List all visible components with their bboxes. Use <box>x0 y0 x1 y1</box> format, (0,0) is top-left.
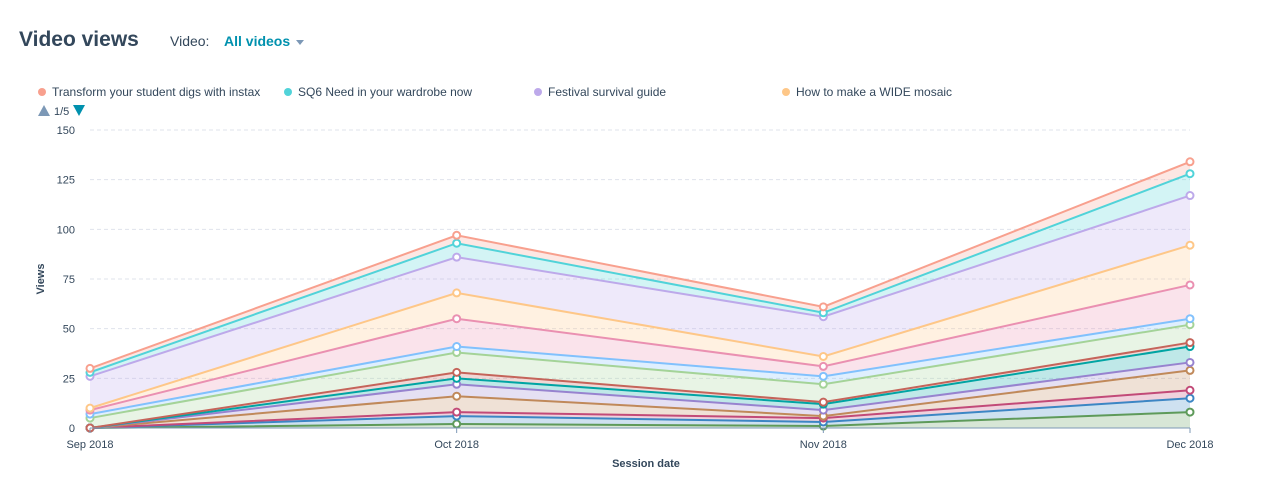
line-series-12 <box>89 389 1191 429</box>
data-point <box>452 252 462 262</box>
line-series-6 <box>89 317 1191 416</box>
data-point <box>818 302 828 312</box>
data-point <box>1185 338 1195 348</box>
legend-dot-icon <box>534 88 542 96</box>
line-series-8 <box>89 341 1191 429</box>
chart-legend: Transform your student digs with instax … <box>38 85 1238 101</box>
video-filter-value: All videos <box>224 33 291 49</box>
y-tick-label: 25 <box>63 373 75 385</box>
legend-label: How to make a WIDE mosaic <box>796 85 953 99</box>
y-tick-label: 150 <box>57 125 75 137</box>
area-series-9 <box>90 346 1190 428</box>
data-point <box>452 238 462 248</box>
data-point <box>818 361 828 371</box>
legend-label: Transform your student digs with instax <box>52 85 261 99</box>
data-point <box>1185 407 1195 417</box>
area-series-14 <box>90 412 1190 428</box>
data-point <box>1185 393 1195 403</box>
data-point <box>1185 357 1195 367</box>
x-tick-label: Dec 2018 <box>1166 439 1213 451</box>
line-series-3 <box>89 194 1191 378</box>
line-series-9 <box>89 345 1191 429</box>
y-tick-label: 125 <box>57 175 75 187</box>
line-series-10 <box>89 361 1191 429</box>
x-tick-label: Oct 2018 <box>434 439 479 451</box>
data-point <box>1185 169 1195 179</box>
area-series-11 <box>90 370 1190 428</box>
data-point <box>452 391 462 401</box>
line-series-7 <box>89 323 1191 420</box>
y-tick-label: 75 <box>63 274 75 286</box>
data-point <box>452 230 462 240</box>
line-series-14 <box>89 411 1191 429</box>
data-point <box>818 397 828 407</box>
data-point <box>1185 280 1195 290</box>
data-point <box>818 371 828 381</box>
caret-down-icon <box>296 39 305 45</box>
line-series-5 <box>89 283 1191 412</box>
data-point <box>85 363 95 373</box>
line-series-11 <box>89 369 1191 429</box>
data-point <box>452 342 462 352</box>
line-series-2 <box>89 172 1191 374</box>
x-tick-label: Nov 2018 <box>800 439 847 451</box>
x-tick-label: Sep 2018 <box>66 439 113 451</box>
data-point <box>452 407 462 417</box>
area-series-7 <box>90 324 1190 428</box>
y-tick-label: 100 <box>57 224 75 236</box>
line-series-13 <box>89 397 1191 429</box>
line-series-4 <box>89 244 1191 410</box>
y-tick-label: 50 <box>63 324 75 336</box>
area-series-5 <box>90 284 1190 415</box>
legend-dot-icon <box>782 88 790 96</box>
data-point <box>452 288 462 298</box>
data-point <box>452 314 462 324</box>
legend-label: SQ6 Need in your wardrobe now <box>298 85 473 99</box>
data-point <box>1185 191 1195 201</box>
legend-dot-icon <box>38 88 46 96</box>
area-series-10 <box>90 362 1190 428</box>
line-series-1 <box>89 160 1191 370</box>
legend-pager: 1/5 <box>38 105 86 118</box>
y-tick-label: 0 <box>69 423 75 435</box>
video-filter-dropdown[interactable]: All videos <box>224 33 305 49</box>
legend-item[interactable]: How to make a WIDE mosaic <box>782 85 952 99</box>
data-point <box>1185 365 1195 375</box>
legend-dot-icon <box>284 88 292 96</box>
data-point <box>85 403 95 413</box>
data-point <box>1185 385 1195 395</box>
x-axis-title: Session date <box>612 458 680 470</box>
data-point <box>1185 240 1195 250</box>
area-series-3 <box>90 195 1190 409</box>
legend-item[interactable]: Festival survival guide <box>534 85 666 99</box>
legend-page-down-icon[interactable] <box>73 105 86 116</box>
legend-item[interactable]: Transform your student digs with instax <box>38 85 260 99</box>
legend-item[interactable]: SQ6 Need in your wardrobe now <box>284 85 472 99</box>
data-point <box>452 367 462 377</box>
legend-label: Festival survival guide <box>548 85 667 99</box>
data-point <box>818 379 828 389</box>
area-series-13 <box>90 398 1190 428</box>
data-point <box>818 351 828 361</box>
legend-page-up-icon[interactable] <box>38 105 50 116</box>
legend-page-indicator: 1/5 <box>54 106 70 118</box>
data-point <box>1185 157 1195 167</box>
area-series-4 <box>90 245 1190 411</box>
data-point <box>1185 314 1195 324</box>
video-filter-label: Video: <box>170 33 210 49</box>
chart-title: Video views <box>19 28 139 51</box>
y-axis-title: Views <box>35 264 47 295</box>
data-point <box>452 419 462 429</box>
